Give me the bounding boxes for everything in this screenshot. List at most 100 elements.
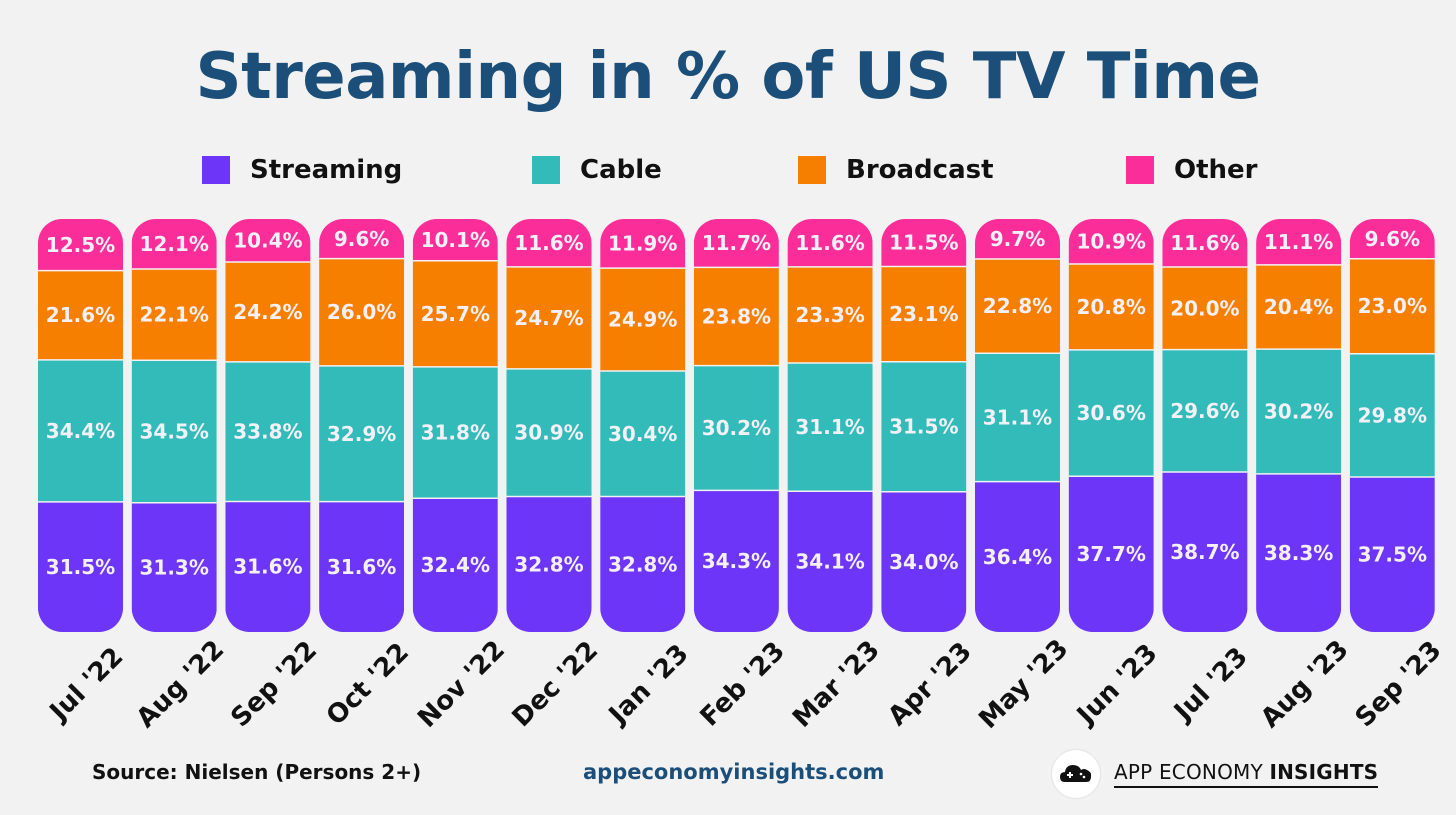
bar-segment-streaming-14: [1349, 476, 1435, 632]
bar-segment-streaming-0: [38, 501, 123, 632]
data-label-cable-1: 34.5%: [140, 419, 209, 443]
chart-title: Streaming in % of US TV Time: [195, 40, 1261, 114]
bar-group-12: [1162, 219, 1248, 632]
bar-segment-other-10: [975, 219, 1060, 260]
data-label-cable-3: 32.9%: [327, 422, 396, 446]
data-label-cable-10: 31.1%: [983, 405, 1052, 429]
bar-segment-other-2: [225, 219, 311, 262]
data-label-other-12: 11.6%: [1170, 231, 1239, 255]
bar-segment-broadcast-8: [787, 266, 873, 363]
data-label-broadcast-10: 22.8%: [983, 294, 1052, 318]
x-tick-label-0: Jul '22: [43, 642, 129, 728]
bar-segment-streaming-4: [412, 498, 498, 632]
data-label-cable-8: 31.1%: [795, 415, 864, 439]
data-label-other-0: 12.5%: [46, 233, 115, 257]
data-label-other-13: 11.1%: [1264, 230, 1333, 254]
data-label-streaming-5: 32.8%: [514, 552, 583, 576]
data-label-broadcast-14: 23.0%: [1358, 294, 1427, 318]
bar-segment-broadcast-14: [1349, 258, 1435, 354]
x-tick-label-14: Sep '23: [1350, 635, 1448, 733]
bar-segment-cable-4: [412, 366, 498, 499]
brand-name-regular: APP ECONOMY: [1114, 760, 1263, 784]
data-label-streaming-14: 37.5%: [1358, 542, 1427, 566]
data-label-cable-5: 30.9%: [514, 421, 583, 445]
bar-segment-other-6: [600, 219, 686, 269]
website-link[interactable]: appeconomyinsights.com: [583, 760, 885, 784]
data-label-cable-11: 30.6%: [1077, 401, 1146, 425]
bar-segment-streaming-5: [506, 496, 592, 632]
bar-segment-streaming-10: [975, 481, 1060, 632]
bar-segment-other-3: [319, 219, 405, 259]
bar-group-1: [131, 219, 217, 632]
data-label-cable-14: 29.8%: [1358, 403, 1427, 427]
data-label-streaming-11: 37.7%: [1077, 542, 1146, 566]
bar-segment-streaming-12: [1162, 472, 1248, 632]
data-label-other-2: 10.4%: [233, 228, 302, 252]
data-label-broadcast-3: 26.0%: [327, 300, 396, 324]
bar-segment-cable-11: [1068, 349, 1154, 477]
bar-segment-cable-7: [693, 365, 779, 491]
data-label-streaming-4: 32.4%: [421, 553, 490, 577]
bar-segment-other-1: [131, 219, 217, 269]
data-label-streaming-0: 31.5%: [46, 555, 115, 579]
data-label-cable-12: 29.6%: [1170, 399, 1239, 423]
data-label-other-14: 9.6%: [1365, 227, 1420, 251]
bar-segment-other-0: [38, 219, 123, 271]
x-tick-label-4: Nov '22: [412, 635, 511, 734]
data-label-cable-0: 34.4%: [46, 419, 115, 443]
data-label-broadcast-7: 23.8%: [702, 304, 771, 328]
legend-swatch-broadcast: [798, 156, 826, 184]
data-label-streaming-10: 36.4%: [983, 545, 1052, 569]
bar-segment-streaming-2: [225, 501, 311, 632]
data-label-other-4: 10.1%: [421, 228, 490, 252]
bar-segment-broadcast-4: [412, 260, 498, 367]
bar-segment-cable-6: [600, 370, 686, 497]
x-tick-label-1: Aug '22: [131, 635, 230, 734]
bar-group-10: [975, 219, 1060, 632]
data-label-cable-9: 31.5%: [889, 415, 958, 439]
legend-item-streaming: Streaming: [202, 152, 402, 188]
legend-item-other: Other: [1126, 152, 1258, 188]
x-tick-label-7: Feb '23: [695, 636, 791, 732]
bar-group-7: [693, 219, 779, 632]
data-label-other-1: 12.1%: [140, 232, 209, 256]
bar-segment-cable-5: [506, 368, 592, 497]
data-label-other-10: 9.7%: [990, 227, 1045, 251]
data-label-streaming-6: 32.8%: [608, 552, 677, 576]
legend-swatch-other: [1126, 156, 1154, 184]
bar-segment-streaming-9: [881, 491, 967, 632]
bar-segment-other-8: [787, 219, 873, 267]
legend-swatch-cable: [532, 156, 560, 184]
bar-segment-cable-12: [1162, 349, 1248, 473]
bar-segment-streaming-7: [693, 490, 779, 632]
bar-segment-streaming-6: [600, 496, 686, 632]
brand-name: APP ECONOMY INSIGHTS: [1114, 760, 1379, 788]
data-label-broadcast-13: 20.4%: [1264, 295, 1333, 319]
data-label-streaming-2: 31.6%: [233, 555, 302, 579]
x-tick-label-9: Apr '23: [883, 637, 978, 732]
bar-segment-broadcast-10: [975, 259, 1060, 354]
brand-name-bold: INSIGHTS: [1269, 760, 1379, 784]
bar-group-14: [1349, 219, 1435, 632]
bar-segment-cable-14: [1349, 353, 1435, 477]
data-label-cable-13: 30.2%: [1264, 399, 1333, 423]
bar-segment-streaming-11: [1068, 476, 1154, 632]
bar-segment-streaming-1: [131, 502, 217, 632]
source-note: Source: Nielsen (Persons 2+): [92, 760, 422, 784]
bar-segment-streaming-13: [1256, 473, 1342, 632]
data-label-cable-6: 30.4%: [608, 422, 677, 446]
x-tick-label-5: Dec '22: [507, 636, 604, 733]
legend-label-cable: Cable: [580, 155, 662, 185]
data-label-streaming-3: 31.6%: [327, 555, 396, 579]
x-tick-label-8: Mar '23: [787, 635, 886, 734]
legend-item-cable: Cable: [532, 152, 662, 188]
bar-group-0: [38, 219, 123, 632]
data-label-streaming-7: 34.3%: [702, 549, 771, 573]
bar-segment-broadcast-12: [1162, 266, 1248, 350]
bar-group-13: [1256, 219, 1342, 632]
bar-segment-broadcast-6: [600, 268, 686, 371]
x-tick-label-13: Aug '23: [1255, 635, 1354, 734]
data-label-streaming-8: 34.1%: [795, 550, 864, 574]
bar-segment-other-12: [1162, 219, 1248, 267]
